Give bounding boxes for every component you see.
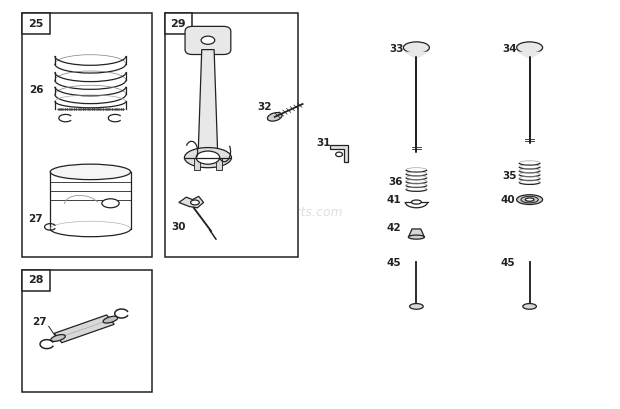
Bar <box>165 13 298 258</box>
Ellipse shape <box>516 42 542 53</box>
Text: 25: 25 <box>29 18 43 29</box>
Text: 32: 32 <box>257 102 272 112</box>
Text: 34: 34 <box>502 44 516 54</box>
Text: 31: 31 <box>316 137 331 148</box>
Ellipse shape <box>409 235 425 239</box>
Ellipse shape <box>412 200 422 204</box>
Ellipse shape <box>201 36 215 44</box>
Ellipse shape <box>525 198 534 201</box>
FancyBboxPatch shape <box>185 26 231 54</box>
Polygon shape <box>409 229 425 237</box>
Polygon shape <box>198 49 218 157</box>
Ellipse shape <box>50 164 131 180</box>
Text: 28: 28 <box>28 275 43 285</box>
Text: 36: 36 <box>388 177 402 187</box>
Bar <box>22 13 50 34</box>
Ellipse shape <box>516 195 542 204</box>
Text: eReplacementParts.com: eReplacementParts.com <box>190 206 343 219</box>
Bar <box>165 13 192 34</box>
Text: 45: 45 <box>500 258 515 268</box>
Text: 29: 29 <box>170 18 186 29</box>
Bar <box>216 157 222 170</box>
Ellipse shape <box>103 316 118 323</box>
Ellipse shape <box>102 199 119 208</box>
Bar <box>22 270 50 291</box>
Bar <box>193 157 200 170</box>
Text: 27: 27 <box>28 214 43 224</box>
Text: 35: 35 <box>502 171 516 181</box>
Ellipse shape <box>521 196 538 203</box>
Text: 27: 27 <box>32 317 46 327</box>
Polygon shape <box>179 196 203 208</box>
Ellipse shape <box>523 303 536 309</box>
Bar <box>22 270 153 392</box>
Ellipse shape <box>184 148 231 168</box>
Text: 45: 45 <box>387 258 401 268</box>
Ellipse shape <box>196 151 219 164</box>
Text: 41: 41 <box>387 196 401 205</box>
Text: 26: 26 <box>29 85 44 95</box>
Ellipse shape <box>335 152 342 157</box>
Text: 40: 40 <box>500 195 515 204</box>
Ellipse shape <box>410 303 423 309</box>
Polygon shape <box>54 315 114 343</box>
Ellipse shape <box>51 335 65 342</box>
Polygon shape <box>404 52 430 58</box>
Ellipse shape <box>267 112 282 121</box>
Polygon shape <box>330 145 348 162</box>
Ellipse shape <box>190 200 199 205</box>
Text: 42: 42 <box>387 223 401 233</box>
Text: 30: 30 <box>172 222 186 232</box>
Polygon shape <box>516 52 542 58</box>
Text: 33: 33 <box>389 44 404 54</box>
Bar <box>22 13 153 258</box>
Ellipse shape <box>404 42 430 53</box>
